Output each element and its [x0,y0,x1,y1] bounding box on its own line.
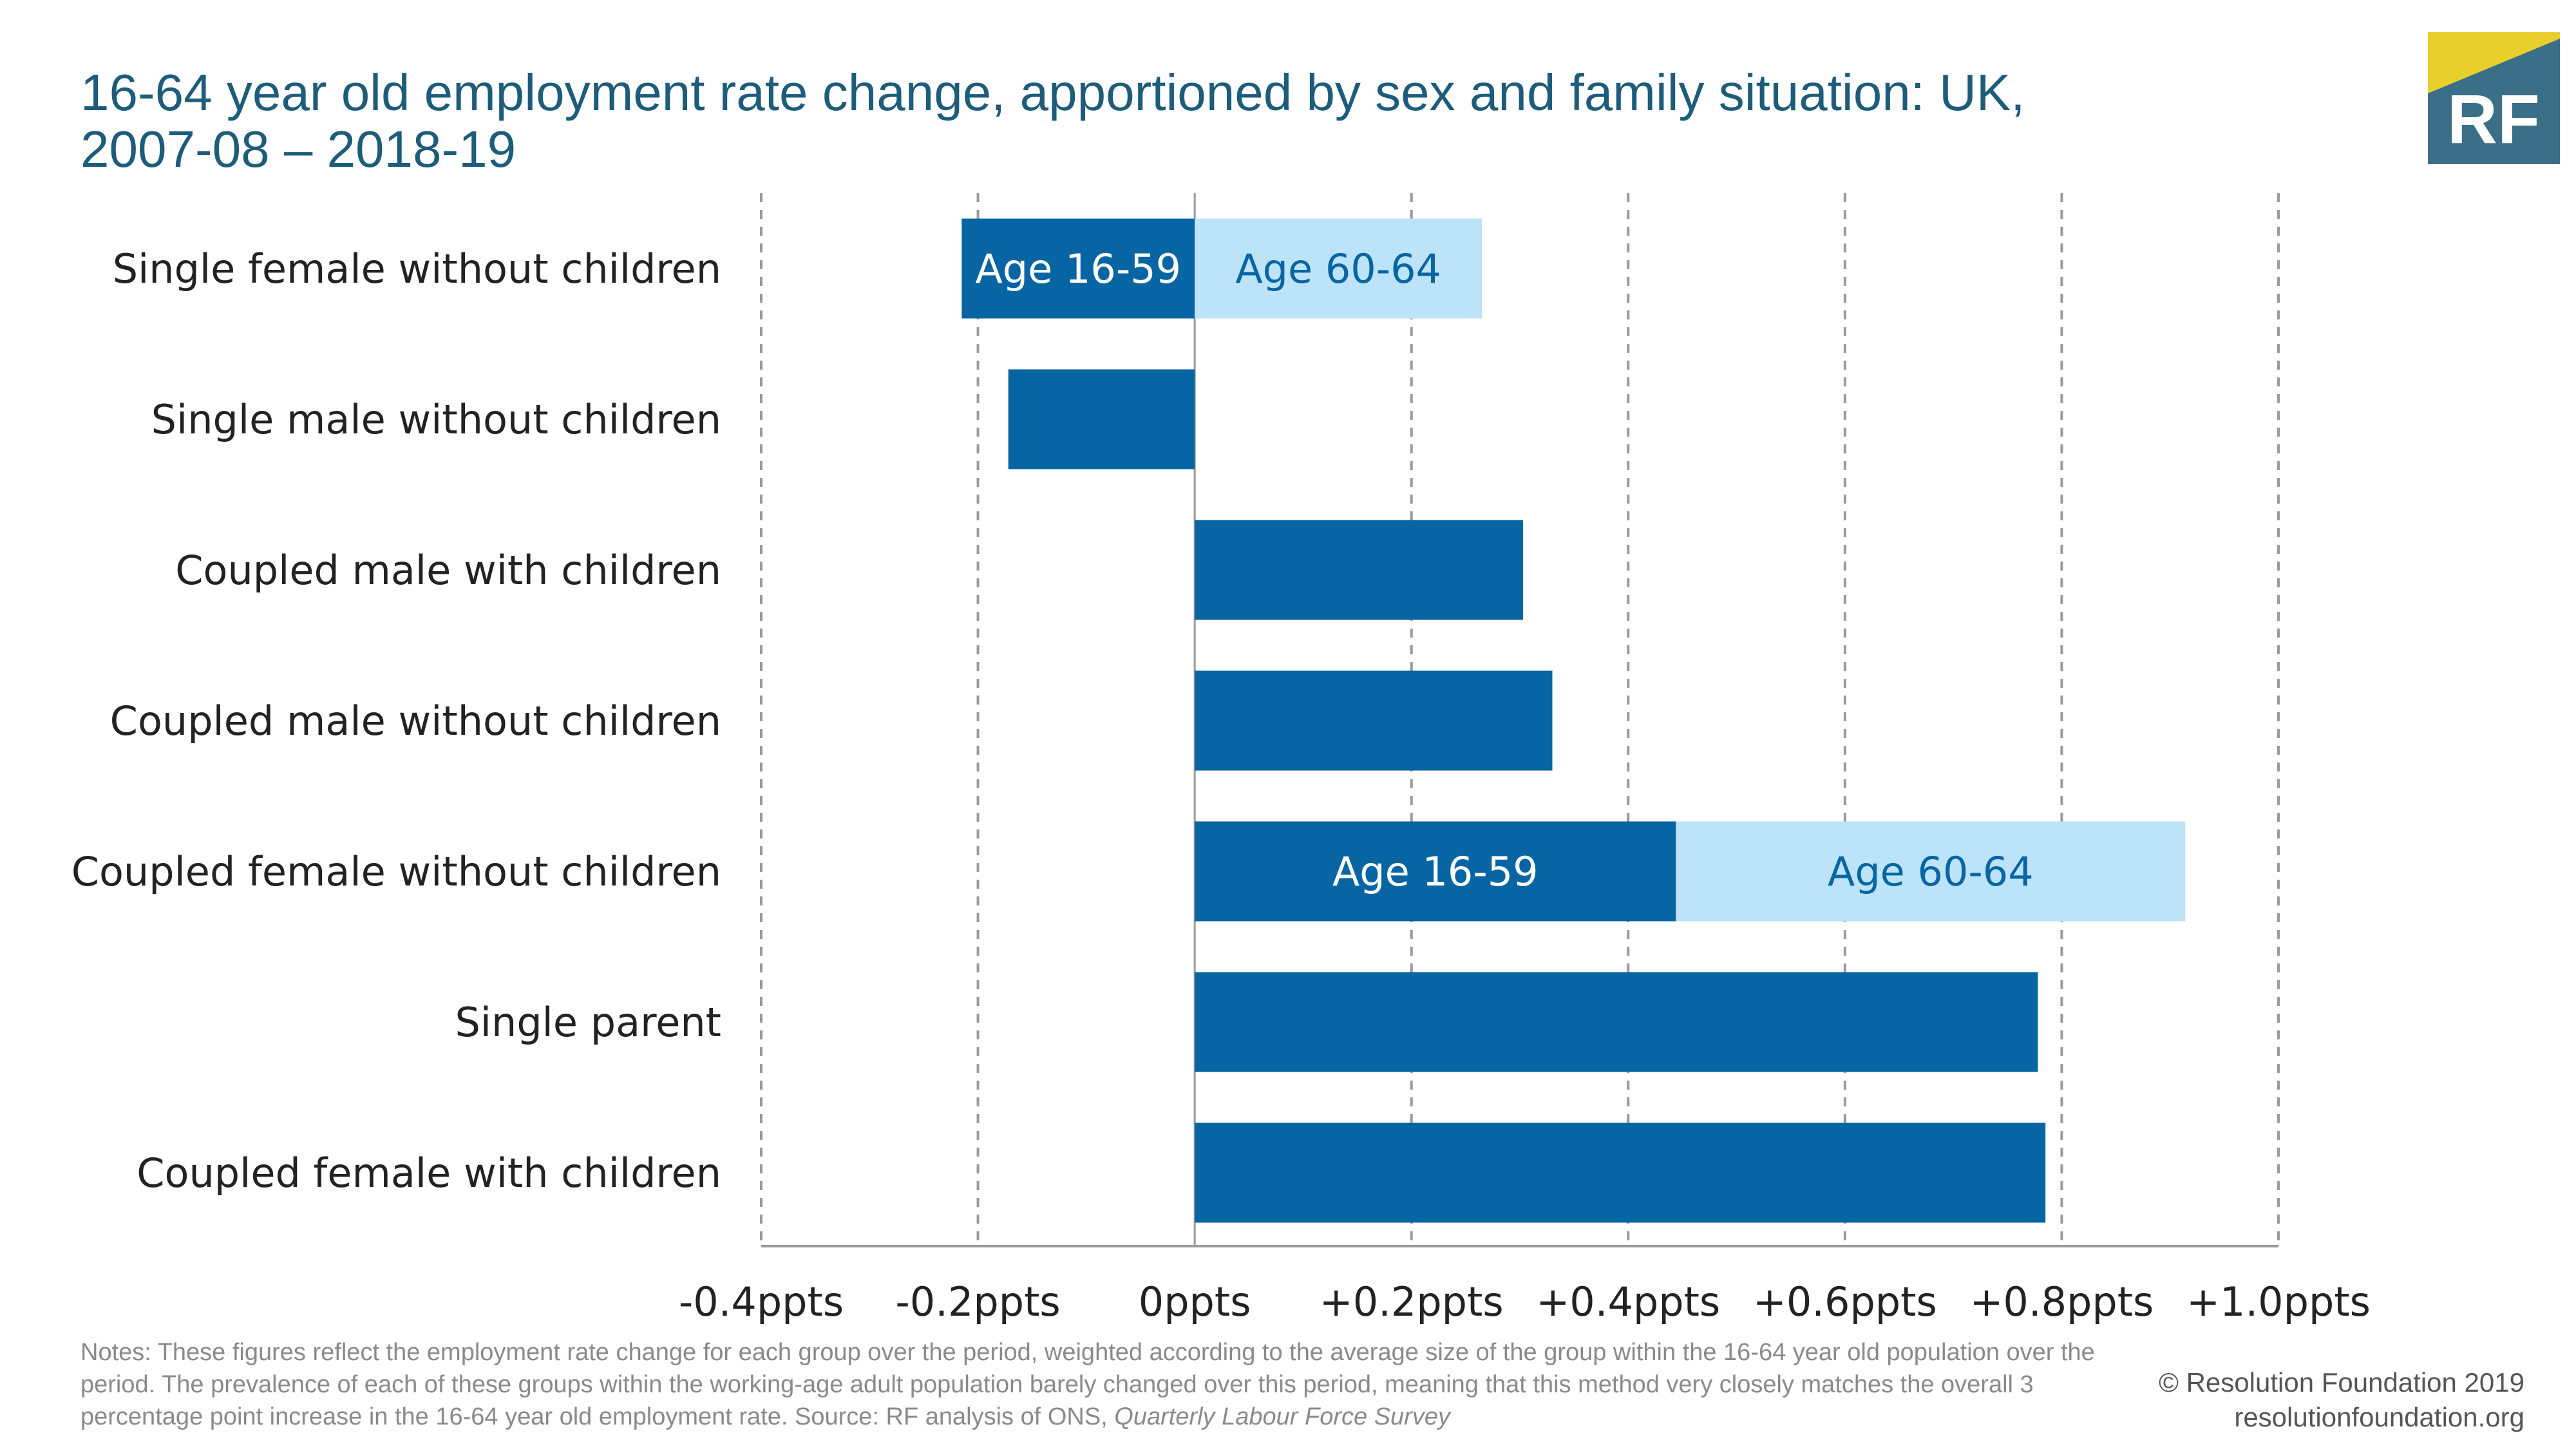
chart-title-line-1: 16-64 year old employment rate change, a… [80,64,2025,121]
x-tick-label: 0ppts [1139,1278,1251,1325]
bar-age-16-59 [1195,520,1524,620]
bars [961,218,2186,1223]
category-label: Single male without children [151,396,721,443]
copyright-text: © Resolution Foundation 2019 [2158,1367,2524,1397]
x-tick-label: +1.0ppts [2186,1278,2371,1325]
chart-title-line-2: 2007-08 – 2018-19 [80,120,516,178]
bar-age-60-64 [1195,218,1482,319]
segment-label: Age 60-64 [1235,245,1441,292]
x-tick-label: +0.6ppts [1753,1278,1937,1325]
x-tick-label: +0.4ppts [1536,1278,1720,1325]
rf-logo-text: RF [2447,80,2540,158]
rf-logo: RF [2428,32,2560,164]
credit: © Resolution Foundation 2019 resolutionf… [2159,1365,2524,1435]
segment-label: Age 60-64 [1828,848,2034,895]
segment-label: Age 16-59 [1332,848,1539,895]
notes: Notes: These figures reflect the employm… [80,1336,2109,1433]
bar-age-16-59 [1195,821,1676,922]
website-text: resolutionfoundation.org [2234,1402,2524,1432]
x-tick-label: +0.2ppts [1320,1278,1504,1325]
notes-source: Quarterly Labour Force Survey [1114,1403,1450,1430]
bar-age-16-59 [1195,670,1553,771]
category-label: Coupled female with children [137,1150,721,1197]
bar-age-16-59 [1195,972,2038,1072]
segment-label: Age 16-59 [975,245,1181,292]
bar-age-16-59 [1195,1122,2046,1223]
bar-age-16-59 [961,218,1195,319]
x-tick-label: -0.2ppts [895,1278,1060,1325]
bar-age-16-59 [1008,369,1195,469]
category-label: Coupled male without children [110,697,721,744]
x-tick-label: +0.8ppts [1969,1278,2154,1325]
category-label: Coupled male with children [175,547,721,594]
labels: -0.4ppts -0.2ppts 0ppts +0.2ppts +0.4ppts +0.… [71,245,2371,1325]
chart-title: 16-64 year old employment rate change, a… [80,64,2334,178]
bar-age-60-64 [1676,821,2186,922]
category-label: Single parent [455,999,721,1046]
x-tick-label: -0.4ppts [679,1278,844,1325]
notes-text: Notes: These figures reflect the employm… [80,1339,2095,1430]
category-label: Single female without children [113,245,721,292]
category-label: Coupled female without children [71,848,721,895]
